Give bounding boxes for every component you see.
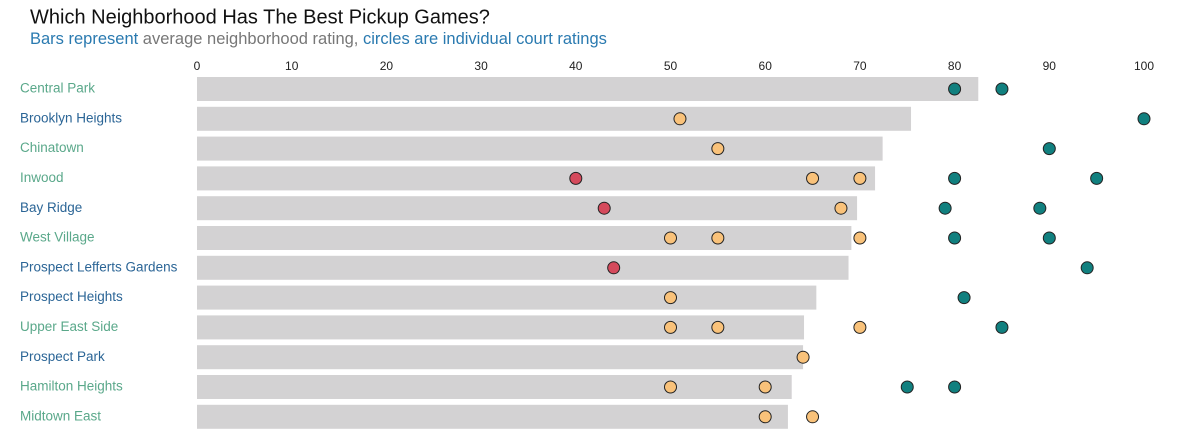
x-tick-label: 90 <box>1043 59 1057 73</box>
court-dot <box>664 291 677 305</box>
chart-subtitle: Bars represent average neighborhood rati… <box>30 30 607 48</box>
court-dot <box>758 410 772 424</box>
bar <box>197 404 788 429</box>
court-dot <box>1033 201 1047 215</box>
x-tick-label: 30 <box>474 59 488 73</box>
bar <box>197 166 876 191</box>
x-tick-label: 50 <box>664 59 678 73</box>
bar <box>197 255 849 280</box>
category-label: Central Park <box>20 81 95 96</box>
court-dot <box>1090 171 1104 185</box>
court-dot <box>607 261 621 275</box>
x-tick-label: 0 <box>194 59 201 73</box>
category-label: Prospect Lefferts Gardens <box>20 259 178 274</box>
court-dot <box>995 320 1009 334</box>
category-label: Prospect Park <box>20 349 105 364</box>
bar <box>197 315 805 340</box>
bar <box>197 77 979 101</box>
court-dot <box>806 171 820 185</box>
court-dot <box>673 112 687 126</box>
court-dot <box>796 350 810 364</box>
x-tick-label: 80 <box>948 59 962 73</box>
court-dot <box>806 410 820 424</box>
subtitle-part: Bars represent <box>30 30 139 48</box>
court-dot <box>711 320 725 334</box>
category-label: Bay Ridge <box>20 200 82 215</box>
x-tick-label: 10 <box>285 59 299 73</box>
court-dot <box>1080 261 1094 275</box>
category-label: Brooklyn Heights <box>20 110 122 125</box>
court-dot <box>758 380 772 394</box>
court-dot <box>948 171 962 185</box>
subtitle-part: average neighborhood rating, <box>138 30 363 48</box>
court-dot <box>948 380 962 394</box>
x-tick-label: 40 <box>569 59 583 73</box>
court-dot <box>900 380 914 394</box>
court-dot <box>834 201 848 215</box>
bar <box>197 196 858 221</box>
court-dot <box>853 231 867 245</box>
category-label: Hamilton Heights <box>20 379 123 394</box>
court-dot <box>853 320 867 334</box>
court-dot <box>569 171 583 185</box>
court-dot <box>664 380 677 394</box>
court-dot <box>597 201 611 215</box>
court-dot <box>948 82 962 96</box>
court-dot <box>1042 142 1056 156</box>
bar <box>197 136 883 161</box>
category-label: Upper East Side <box>20 319 118 334</box>
court-dot <box>664 320 677 334</box>
court-dot <box>711 231 725 245</box>
category-label: Midtown East <box>20 408 101 423</box>
x-tick-label: 70 <box>853 59 867 73</box>
court-dot <box>664 231 677 245</box>
x-tick-label: 20 <box>380 59 394 73</box>
category-label: Inwood <box>20 170 64 185</box>
x-tick-label: 60 <box>759 59 773 73</box>
court-dot <box>1137 112 1151 126</box>
court-dot <box>711 142 725 156</box>
bar <box>197 345 804 370</box>
court-dot <box>995 82 1009 96</box>
subtitle-part: circles are individual court ratings <box>363 30 607 48</box>
bar <box>197 106 912 131</box>
chart-title: Which Neighborhood Has The Best Pickup G… <box>30 6 490 28</box>
bar <box>197 285 817 310</box>
bar <box>197 375 792 399</box>
category-label: West Village <box>20 230 95 245</box>
court-dot <box>948 231 962 245</box>
court-dot <box>853 171 867 185</box>
x-tick-label: 100 <box>1134 59 1154 73</box>
court-dot <box>938 201 952 215</box>
category-label: Chinatown <box>20 140 84 155</box>
category-label: Prospect Heights <box>20 289 123 304</box>
bar <box>197 226 852 250</box>
court-dot <box>957 291 971 305</box>
court-dot <box>1042 231 1056 245</box>
